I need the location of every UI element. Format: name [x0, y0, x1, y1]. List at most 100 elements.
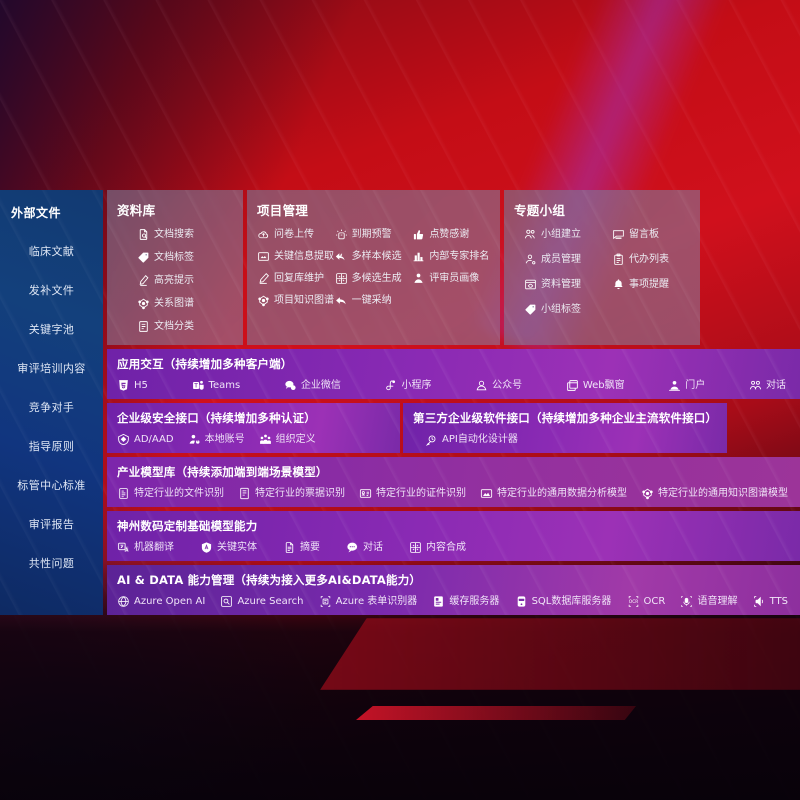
foundation-item-label: 机器翻译 [134, 541, 174, 553]
industry-item-label: 特定行业的文件识别 [134, 487, 224, 499]
tts-icon [753, 595, 766, 608]
project-item-thanks-like[interactable]: 点赞感谢 [412, 228, 490, 241]
project-item-expiry-alert[interactable]: 到期预警 [335, 228, 413, 241]
project-item-key-info-extract[interactable]: 关键信息提取 [257, 250, 335, 263]
security-item-label: 组织定义 [275, 433, 316, 445]
api-gear-icon [425, 433, 438, 446]
person-key-icon [188, 433, 201, 446]
industry-item-file-recognition[interactable]: 特定行业的文件识别 [117, 487, 224, 500]
industry-item-id-recognition[interactable]: 特定行业的证件识别 [359, 487, 466, 500]
project-item-reviewer-portrait[interactable]: 评审员画像 [412, 272, 490, 285]
aidata-item-cache-server[interactable]: 缓存服务器 [432, 595, 499, 608]
library-item-relation-graph[interactable]: 关系图谱 [117, 297, 233, 310]
project-item-expert-ranking[interactable]: 内部专家排名 [412, 250, 490, 263]
foundation-item-key-entity[interactable]: 关键实体 [200, 541, 257, 554]
group-item-member-management[interactable]: 成员管理 [514, 253, 602, 266]
band-industry-title: 产业模型库（持续添加端到端场景模型） [117, 465, 328, 479]
id-recognize-icon [359, 487, 372, 500]
library-item-document-classify[interactable]: 文档分类 [117, 320, 233, 333]
interaction-item-dialog[interactable]: 对话 [749, 379, 786, 392]
sidebar-item-competitors[interactable]: 竞争对手 [28, 401, 75, 414]
board-right-area: 资料库 文档搜索 文档标签 高亮提示 [107, 190, 800, 615]
interaction-item-portal[interactable]: 门户 [668, 379, 705, 392]
summary-doc-icon [283, 541, 296, 554]
extract-frame-icon [257, 250, 270, 263]
card-project-management: 项目管理 问卷上传 到期预警 点赞感谢 [247, 190, 500, 345]
group-item-create-group[interactable]: 小组建立 [514, 228, 602, 241]
aidata-item-sql-database-server[interactable]: SQL数据库服务器 [515, 595, 612, 608]
foundation-item-machine-translation[interactable]: 机器翻译 [117, 541, 174, 554]
group-item-label: 小组建立 [541, 228, 581, 240]
foundation-item-dialog[interactable]: 对话 [346, 541, 383, 554]
group-item-message-board[interactable]: 留言板 [602, 228, 690, 241]
aidata-item-speech-understanding[interactable]: 语音理解 [680, 595, 737, 608]
sidebar-item-clinical-literature[interactable]: 临床文献 [28, 245, 75, 258]
library-item-document-search[interactable]: 文档搜索 [117, 228, 233, 241]
group-item-group-tag[interactable]: 小组标签 [514, 303, 602, 316]
industry-item-data-analysis-model[interactable]: 特定行业的通用数据分析模型 [480, 487, 627, 500]
band-split-row: 企业级安全接口（持续增加多种认证） AD/AAD 本地账号 组织定义 [107, 403, 800, 453]
aidata-item-azure-open-ai[interactable]: Azure Open AI [117, 595, 205, 608]
sidebar-item-supplementary-docs[interactable]: 发补文件 [28, 284, 75, 297]
interaction-item-teams[interactable]: Teams [192, 379, 240, 392]
security-item-ad-aad[interactable]: AD/AAD [117, 433, 174, 446]
project-item-multi-candidate-generate[interactable]: 多候选生成 [335, 272, 413, 285]
cache-server-icon [432, 595, 445, 608]
aidata-item-label: SQL数据库服务器 [531, 595, 612, 607]
sidebar-item-common-issues[interactable]: 共性问题 [28, 557, 75, 570]
library-item-highlight-hint[interactable]: 高亮提示 [117, 274, 233, 287]
interaction-item-web-float-window[interactable]: Web飘窗 [566, 379, 625, 392]
foundation-item-content-synthesis[interactable]: 内容合成 [409, 541, 466, 554]
aidata-item-azure-search[interactable]: Azure Search [220, 595, 303, 608]
industry-item-receipt-recognition[interactable]: 特定行业的票据识别 [238, 487, 345, 500]
aidata-item-label: Azure Open AI [134, 595, 206, 607]
project-item-label: 内部专家排名 [429, 250, 490, 262]
group-item-event-reminder[interactable]: 事项提醒 [602, 278, 690, 291]
project-item-one-click-adopt[interactable]: 一键采纳 [335, 294, 413, 307]
band-thirdparty-items: API自动化设计器 [413, 433, 717, 448]
band-aidata-title: AI & DATA 能力管理（持续为接入更多AI&DATA能力） [117, 573, 422, 587]
aidata-item-label: Azure 表单识别器 [335, 595, 418, 607]
interaction-item-h5[interactable]: H5 [117, 379, 148, 392]
group-item-material-management[interactable]: 资料管理 [514, 278, 602, 291]
industry-item-knowledge-graph-model[interactable]: 特定行业的通用知识图谱模型 [641, 487, 788, 500]
top-card-row: 资料库 文档搜索 文档标签 高亮提示 [107, 190, 800, 345]
library-item-label: 文档分类 [154, 320, 194, 332]
interaction-item-miniprogram[interactable]: 小程序 [385, 379, 432, 392]
project-item-label: 评审员画像 [429, 272, 480, 284]
aidata-item-ocr[interactable]: OCR OCR [627, 595, 665, 608]
security-item-local-account[interactable]: 本地账号 [188, 433, 245, 446]
project-item-label: 多候选生成 [351, 272, 402, 284]
project-item-multi-sample-candidate[interactable]: 多样本候选 [335, 250, 413, 263]
speech-icon [680, 595, 693, 608]
project-item-questionnaire-upload[interactable]: 问卷上传 [257, 228, 335, 241]
group-item-todo-list[interactable]: 代办列表 [602, 253, 690, 266]
sidebar-item-keyword-pool[interactable]: 关键字池 [28, 323, 75, 336]
aidata-item-tts[interactable]: TTS [753, 595, 788, 608]
aidata-item-label: Azure Search [237, 595, 304, 607]
thirdparty-item-api-designer[interactable]: API自动化设计器 [425, 433, 518, 446]
sql-database-icon [515, 595, 528, 608]
document-list-icon [137, 320, 150, 333]
foundation-item-label: 关键实体 [217, 541, 257, 553]
graph-network-icon [257, 294, 270, 307]
band-foundation-items: 机器翻译 关键实体 摘要 对话 [117, 541, 792, 556]
foundation-item-summary[interactable]: 摘要 [283, 541, 320, 554]
aidata-item-form-recognizer[interactable]: Azure 表单识别器 [319, 595, 418, 608]
sidebar-item-review-report[interactable]: 审评报告 [28, 518, 75, 531]
band-interaction-items: H5 Teams 企业微信 小程序 [117, 379, 792, 394]
interaction-item-official-account[interactable]: 公众号 [475, 379, 522, 392]
security-item-org-definition[interactable]: 组织定义 [259, 433, 316, 446]
entity-a-icon [200, 541, 213, 554]
interaction-item-wecom[interactable]: 企业微信 [284, 379, 341, 392]
translate-icon [117, 541, 130, 554]
image-analysis-icon [480, 487, 493, 500]
project-item-reply-library-maintain[interactable]: 回复库维护 [257, 272, 335, 285]
background-shard-large [320, 618, 800, 690]
sidebar-item-review-training[interactable]: 审评培训内容 [17, 362, 86, 375]
sidebar-item-guidelines[interactable]: 指导原则 [28, 440, 75, 453]
sidebar-item-standards-center[interactable]: 标管中心标准 [17, 479, 86, 492]
group-item-label: 留言板 [629, 228, 659, 240]
project-item-knowledge-graph[interactable]: 项目知识图谱 [257, 294, 335, 307]
library-item-document-tag[interactable]: 文档标签 [117, 251, 233, 264]
